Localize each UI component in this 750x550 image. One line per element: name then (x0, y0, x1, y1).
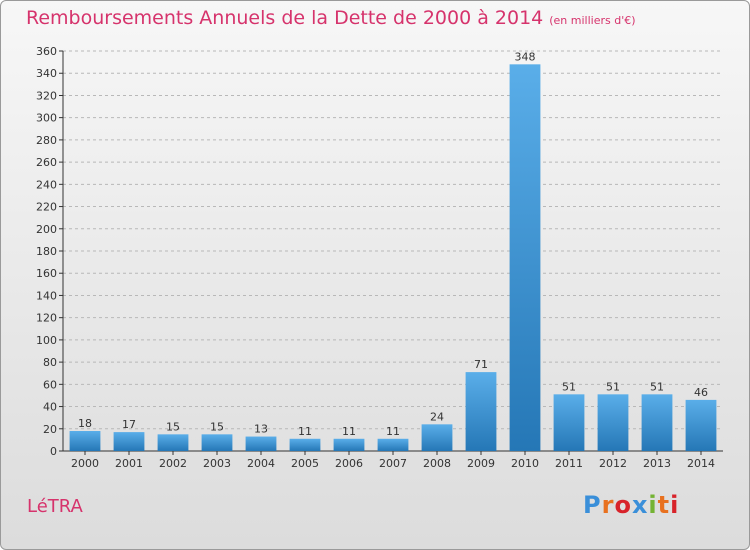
y-tick-label: 120 (36, 312, 57, 325)
y-tick-label: 0 (50, 445, 57, 458)
brand-letter: i (670, 491, 680, 519)
bar (465, 372, 497, 451)
bar (641, 394, 673, 451)
bar-value-label: 51 (650, 380, 664, 393)
brand-letter: i (648, 491, 658, 519)
x-tick-label: 2001 (115, 457, 143, 470)
x-tick-label: 2005 (291, 457, 319, 470)
x-tick-label: 2003 (203, 457, 231, 470)
x-tick-label: 2006 (335, 457, 363, 470)
title-unit: (en milliers d'€) (549, 14, 636, 27)
chart-title: Remboursements Annuels de la Dette de 20… (26, 7, 636, 29)
bar-value-label: 11 (342, 425, 356, 438)
y-tick-label: 140 (36, 289, 57, 302)
bar (69, 431, 101, 451)
bar-value-label: 51 (606, 380, 620, 393)
bar-value-label: 51 (562, 380, 576, 393)
brand-letter: P (583, 491, 602, 519)
y-tick-label: 260 (36, 156, 57, 169)
x-tick-label: 2014 (687, 457, 715, 470)
x-tick-label: 2009 (467, 457, 495, 470)
bar (597, 394, 629, 451)
y-tick-label: 320 (36, 89, 57, 102)
bar (245, 436, 277, 451)
y-tick-label: 60 (43, 378, 57, 391)
bar (377, 438, 409, 451)
x-tick-label: 2000 (71, 457, 99, 470)
bar (113, 432, 145, 451)
bar (289, 438, 321, 451)
y-tick-label: 100 (36, 334, 57, 347)
x-tick-label: 2012 (599, 457, 627, 470)
y-tick-label: 300 (36, 112, 57, 125)
bar-value-label: 46 (694, 386, 708, 399)
bar-value-label: 13 (254, 423, 268, 436)
title-text: Remboursements Annuels de la Dette de 20… (26, 7, 544, 29)
brand-letter: t (657, 491, 671, 519)
y-tick-label: 20 (43, 423, 57, 436)
x-tick-label: 2008 (423, 457, 451, 470)
bar-value-label: 18 (78, 417, 92, 430)
brand-logo: Proxiti (583, 491, 679, 519)
bar (421, 424, 453, 451)
x-tick-label: 2013 (643, 457, 671, 470)
y-tick-label: 220 (36, 201, 57, 214)
bar (201, 434, 233, 451)
bar-value-label: 11 (298, 425, 312, 438)
bar-value-label: 24 (430, 410, 444, 423)
x-tick-label: 2011 (555, 457, 583, 470)
x-tick-label: 2004 (247, 457, 275, 470)
x-tick-label: 2010 (511, 457, 539, 470)
bar (553, 394, 585, 451)
bar (333, 438, 365, 451)
x-tick-label: 2007 (379, 457, 407, 470)
bar-value-label: 15 (166, 420, 180, 433)
y-tick-label: 200 (36, 223, 57, 236)
y-tick-label: 180 (36, 245, 57, 258)
bar-value-label: 348 (515, 50, 536, 63)
bar-value-label: 15 (210, 420, 224, 433)
y-tick-label: 360 (36, 45, 57, 58)
bar (157, 434, 189, 451)
x-tick-label: 2002 (159, 457, 187, 470)
y-tick-label: 280 (36, 134, 57, 147)
y-tick-label: 80 (43, 356, 57, 369)
brand-letter: o (614, 491, 632, 519)
brand-letter: x (631, 491, 649, 519)
y-tick-label: 160 (36, 267, 57, 280)
bar (685, 399, 717, 451)
bar-value-label: 11 (386, 425, 400, 438)
bar-value-label: 17 (122, 418, 136, 431)
y-tick-label: 40 (43, 401, 57, 414)
bar-value-label: 71 (474, 358, 488, 371)
brand-letter: r (601, 491, 615, 519)
bar (509, 64, 541, 452)
y-tick-label: 340 (36, 67, 57, 80)
commune-name: LéTRA (27, 496, 83, 517)
y-tick-label: 240 (36, 178, 57, 191)
